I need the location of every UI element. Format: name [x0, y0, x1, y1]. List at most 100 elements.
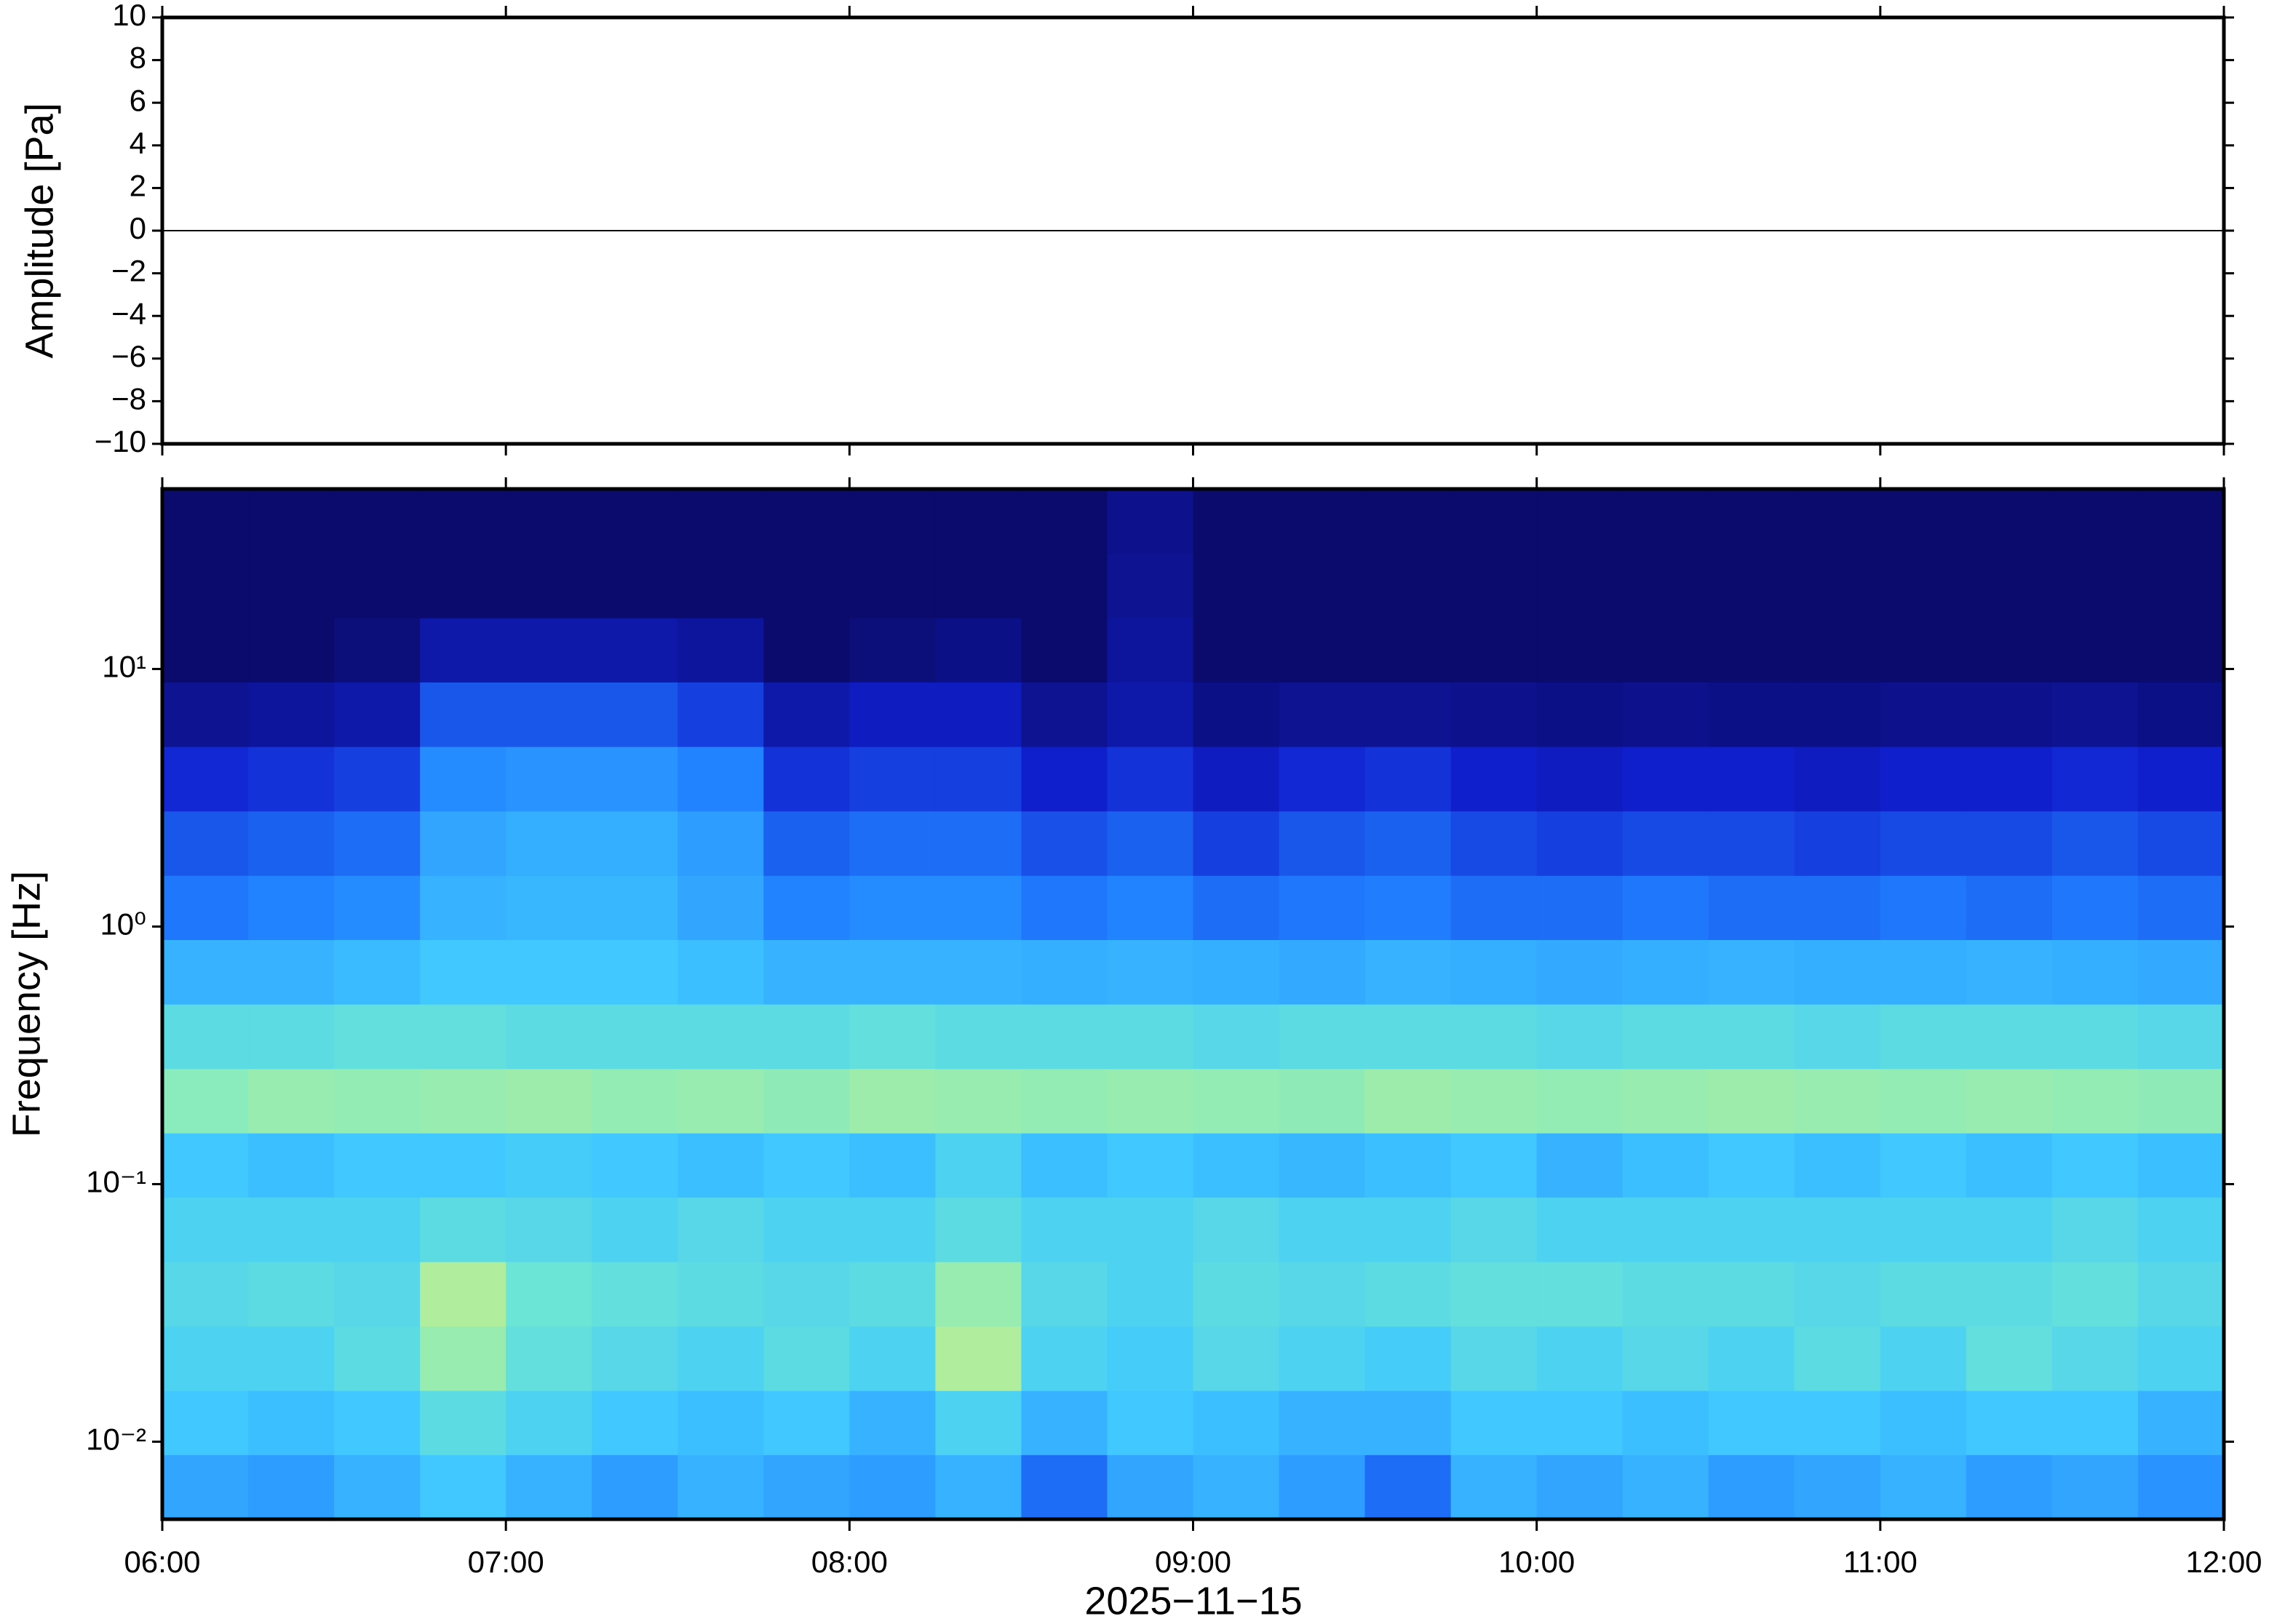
spectrogram-cell: [763, 553, 850, 618]
spectrogram-cell: [1708, 1390, 1795, 1455]
spectrogram-cell: [1279, 875, 1366, 940]
spectrogram-cell: [248, 875, 335, 940]
spectrogram-cell: [2051, 1326, 2139, 1391]
spectrogram-cell: [334, 1197, 421, 1262]
spectrogram-cell: [1107, 1326, 1194, 1391]
spectrogram-cell: [1193, 1326, 1280, 1391]
spectrogram-cell: [1021, 1390, 1108, 1455]
spectrogram-cell: [1279, 747, 1366, 812]
spectrogram-cell: [1794, 682, 1881, 747]
spectrogram-cell: [334, 1068, 421, 1134]
spectrogram-cell: [334, 489, 421, 554]
spectrogram-cell: [1794, 939, 1881, 1005]
spectrogram-cell: [677, 489, 764, 554]
spectrogram-cell: [1364, 1068, 1452, 1134]
spectrogram-cell: [592, 1454, 678, 1520]
spectrogram-cell: [1708, 682, 1795, 747]
spectrogram-cell: [1536, 1454, 1624, 1520]
spectrogram-cell: [1794, 1133, 1881, 1198]
spectrogram-cell: [1880, 747, 1967, 812]
spectrogram-cell: [420, 875, 506, 940]
spectrogram-cell: [1193, 682, 1280, 747]
spectrogram-cell: [334, 1390, 421, 1455]
spectrogram-cell: [2051, 875, 2139, 940]
spectrogram-cell: [677, 939, 764, 1005]
spectrogram-cell: [420, 489, 506, 554]
spectrogram-cell: [506, 939, 592, 1005]
spectrogram-cell: [1021, 1004, 1108, 1070]
spectrogram-cell: [1021, 682, 1108, 747]
spectrogram-cell: [1708, 1326, 1795, 1391]
y-tick-label: 0: [130, 211, 146, 245]
spectrogram-cell: [1536, 682, 1624, 747]
spectrogram-cell: [248, 1390, 335, 1455]
spectrogram-cell: [677, 1133, 764, 1198]
spectrogram-cell: [162, 682, 249, 747]
spectrogram-cell: [1880, 1068, 1967, 1134]
spectrogram-cell: [1107, 1133, 1194, 1198]
spectrogram-cell: [506, 489, 592, 554]
spectrogram-cell: [935, 682, 1022, 747]
spectrogram-cell: [162, 553, 249, 618]
y-axis-label: Amplitude [Pa]: [17, 103, 61, 358]
spectrogram-cell: [1193, 811, 1280, 876]
spectrogram-cell: [763, 682, 850, 747]
spectrogram-cell: [506, 1390, 592, 1455]
spectrogram-cell: [1450, 618, 1538, 682]
spectrogram-cell: [2051, 811, 2139, 876]
spectrogram-cell: [334, 811, 421, 876]
spectrogram-cell: [763, 1133, 850, 1198]
spectrogram-cell: [763, 747, 850, 812]
spectrogram-cell: [2137, 1390, 2225, 1455]
spectrogram-cell: [1279, 1197, 1366, 1262]
x-tick-label: 12:00: [2185, 1545, 2262, 1579]
spectrogram-cell: [506, 747, 592, 812]
spectrogram-cell: [849, 682, 936, 747]
spectrogram-cell: [1622, 939, 1709, 1005]
spectrogram-cell: [592, 1004, 678, 1070]
spectrogram-cell: [592, 1197, 678, 1262]
spectrogram-cell: [1536, 811, 1624, 876]
spectrogram-cell: [1794, 489, 1881, 554]
spectrogram-cell: [1107, 1390, 1194, 1455]
spectrogram-cell: [506, 618, 592, 682]
spectrogram-cell: [1364, 939, 1452, 1005]
spectrogram-cell: [1450, 682, 1538, 747]
spectrogram-cell: [1708, 1004, 1795, 1070]
spectrogram-cell: [1536, 1390, 1624, 1455]
spectrogram-cell: [162, 618, 249, 682]
spectrogram-cell: [592, 1068, 678, 1134]
spectrogram-cell: [1622, 875, 1709, 940]
spectrogram-cell: [1279, 1454, 1366, 1520]
spectrogram-cell: [1450, 1262, 1538, 1327]
spectrogram-cell: [1536, 489, 1624, 554]
spectrogram-cell: [763, 939, 850, 1005]
spectrogram-cell: [1021, 1454, 1108, 1520]
spectrogram-cell: [1450, 1326, 1538, 1391]
spectrogram-cell: [1880, 682, 1967, 747]
spectrogram-cell: [1107, 1454, 1194, 1520]
spectrogram-cell: [1966, 1004, 2053, 1070]
spectrogram-cell: [248, 1068, 335, 1134]
spectrogram-cell: [1364, 811, 1452, 876]
spectrogram-cell: [1622, 553, 1709, 618]
spectrogram-cell: [849, 553, 936, 618]
spectrogram-cell: [592, 553, 678, 618]
spectrogram-cell: [1536, 1068, 1624, 1134]
spectrogram-cell: [162, 1004, 249, 1070]
spectrogram-cell: [592, 618, 678, 682]
spectrogram-cell: [1794, 1262, 1881, 1327]
spectrogram-cell: [334, 1004, 421, 1070]
spectrogram-cell: [1107, 682, 1194, 747]
spectrogram-cell: [1450, 553, 1538, 618]
spectrogram-cell: [1708, 811, 1795, 876]
spectrogram-cell: [1279, 618, 1366, 682]
spectrogram-cell: [1708, 1197, 1795, 1262]
spectrogram-cell: [1279, 682, 1366, 747]
spectrogram-cell: [1622, 1262, 1709, 1327]
spectrogram-cell: [677, 1390, 764, 1455]
spectrogram-cell: [935, 1326, 1022, 1391]
spectrogram-cell: [2051, 1004, 2139, 1070]
spectrogram-cell: [1364, 489, 1452, 554]
spectrogram-cell: [1193, 875, 1280, 940]
